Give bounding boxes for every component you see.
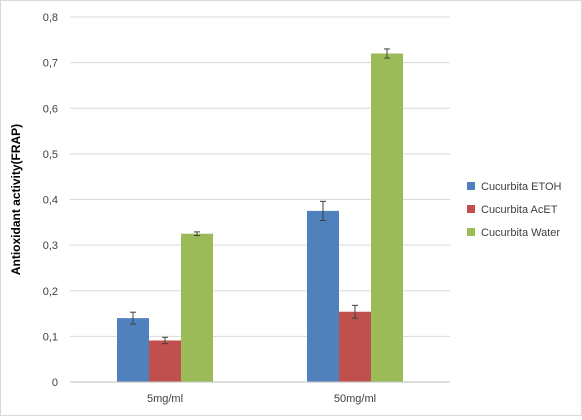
bar — [181, 233, 213, 382]
bar — [117, 318, 149, 382]
y-tick-label: 0,7 — [43, 58, 58, 70]
legend-label: Cucurbita AcET — [481, 204, 558, 216]
bar — [339, 311, 371, 382]
y-tick-label: 0,2 — [43, 286, 58, 298]
axes: 0 0,1 0,2 0,3 0,4 0,5 0,6 0,7 0,8 5mg/ml 50mg/ml — [43, 12, 450, 405]
gridlines — [70, 16, 450, 337]
legend-label: Cucurbita ETOH — [481, 181, 562, 193]
y-tick-label: 0,8 — [43, 12, 58, 24]
y-tick-label: 0,5 — [43, 149, 58, 161]
y-tick-label: 0 — [52, 377, 58, 389]
error-bars — [130, 48, 390, 345]
bar — [307, 210, 339, 382]
legend-swatch — [467, 228, 475, 236]
bar — [149, 340, 181, 382]
y-tick-label: 0,4 — [43, 195, 58, 207]
y-tick-label: 0,1 — [43, 331, 58, 343]
bars — [117, 53, 403, 382]
x-tick-label: 50mg/ml — [334, 393, 376, 405]
y-tick-label: 0,3 — [43, 240, 58, 252]
x-tick-label: 5mg/ml — [147, 393, 183, 405]
legend: Cucurbita ETOH Cucurbita AcET Cucurbita Wa… — [467, 181, 562, 239]
legend-label: Cucurbita Water — [481, 227, 560, 239]
bar — [371, 53, 403, 382]
y-tick-label: 0,6 — [43, 103, 58, 115]
legend-swatch — [467, 205, 475, 213]
y-axis-title: Antioxidant activity(FRAP) — [9, 124, 23, 275]
legend-swatch — [467, 182, 475, 190]
